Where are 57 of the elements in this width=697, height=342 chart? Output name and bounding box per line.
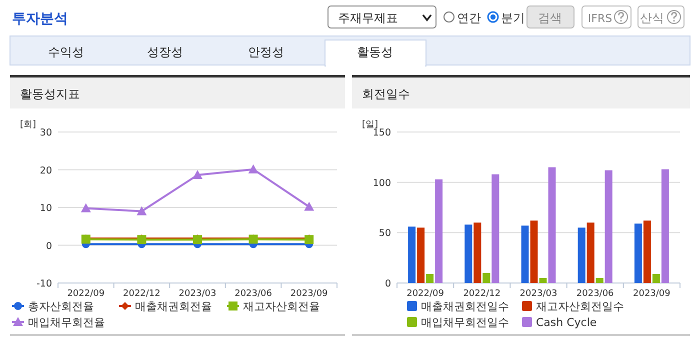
- legend-label: 매입채무회전일수: [421, 316, 509, 329]
- legend-label: 재고자산회전일수: [536, 300, 624, 313]
- x-tick-label: 2023/06: [576, 289, 614, 299]
- point: [80, 203, 91, 212]
- bar: [408, 226, 416, 283]
- bar: [417, 228, 425, 283]
- bar: [530, 220, 538, 283]
- bar: [586, 222, 594, 283]
- legend-label: 매출채권회전일수: [421, 300, 509, 313]
- page-header: 투자분석 주재무제표 연간 분기 검색 IFRS 산식 수익성 성장성 안정성 활동성: [10, 6, 690, 67]
- y-axis-title: [회]: [20, 120, 36, 130]
- x-tick-label: 2023/09: [633, 289, 671, 299]
- x-tick-label: 2023/06: [234, 289, 272, 299]
- bar: [661, 169, 669, 283]
- bar: [435, 179, 443, 283]
- legend-label: 재고자산회전율: [243, 300, 320, 313]
- bar: [464, 224, 472, 283]
- y-tick-label: 100: [372, 178, 391, 189]
- legend-label: Cash Cycle: [536, 316, 597, 329]
- bar: [596, 278, 604, 283]
- x-tick-label: 2022/12: [463, 289, 501, 299]
- y-tick-label: 10: [40, 203, 52, 214]
- bar: [634, 224, 642, 283]
- y-tick-label: 0: [46, 240, 52, 252]
- y-axis-title: [일]: [362, 120, 378, 130]
- bar: [539, 278, 547, 283]
- x-tick-label: 2022/09: [67, 289, 105, 299]
- chart-title: 활동성지표: [20, 87, 80, 101]
- y-tick-label: 50: [378, 228, 391, 240]
- legend-label: 매입채무회전율: [28, 316, 105, 329]
- x-tick-label: 2023/09: [290, 289, 328, 299]
- point: [248, 164, 258, 174]
- point: [192, 170, 202, 180]
- x-tick-label: 2022/12: [123, 289, 160, 299]
- y-tick-label: -10: [36, 278, 52, 290]
- bar: [474, 222, 482, 283]
- x-tick-label: 2022/09: [406, 289, 444, 299]
- x-tick-label: 2023/03: [178, 289, 216, 299]
- legend-label: 매출채권회전율: [135, 300, 212, 313]
- y-tick-label: 0: [384, 278, 391, 290]
- bar: [521, 226, 529, 283]
- y-tick-label: 150: [372, 128, 391, 138]
- x-tick-label: 2023/03: [520, 289, 558, 299]
- chart-title: 회전일수: [362, 87, 410, 101]
- bar: [548, 167, 556, 283]
- y-tick-label: 30: [40, 128, 52, 138]
- bar: [604, 170, 612, 283]
- point: [304, 202, 314, 211]
- bar: [578, 228, 586, 283]
- bar: [492, 174, 500, 283]
- point: [136, 206, 147, 216]
- bar: [426, 274, 434, 283]
- bar: [482, 272, 490, 283]
- y-tick-label: 20: [40, 165, 52, 176]
- bar: [643, 220, 651, 283]
- legend-label: 총자산회전율: [28, 300, 94, 313]
- bar: [652, 274, 660, 283]
